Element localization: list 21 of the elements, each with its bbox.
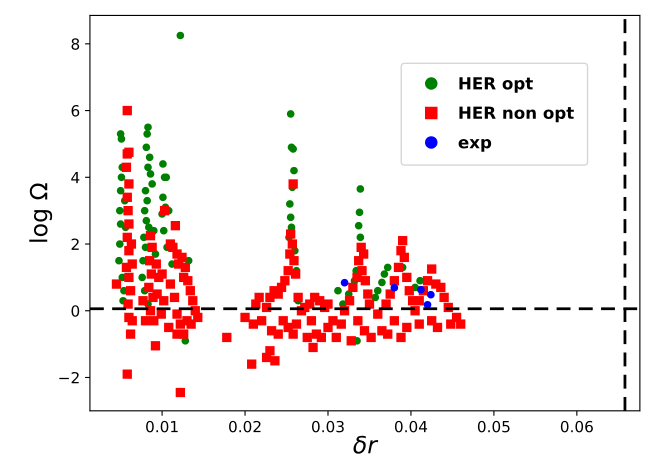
y-tick-label: 0: [72, 305, 80, 317]
legend-label: HER non opt: [459, 106, 574, 122]
legend-label: exp: [458, 138, 492, 152]
point: [417, 286, 425, 294]
point: [390, 284, 398, 292]
x-tick-label: 0.06: [560, 420, 593, 432]
y-axis-title: log Ω: [29, 183, 52, 242]
y-tick-label: −2: [59, 372, 79, 384]
y-tick-label: 6: [72, 105, 80, 117]
y-tick-label: 4: [71, 172, 80, 184]
x-tick-label: 0.05: [478, 420, 510, 432]
legend-label: HER opt: [459, 77, 533, 93]
y-tick-label: 8: [72, 38, 80, 50]
x-tick-label: 0.04: [394, 420, 428, 432]
point: [340, 278, 348, 287]
x-tick-label: 0.02: [229, 420, 261, 432]
x-tick-label: 0.03: [312, 420, 344, 432]
x-axis-title: δr: [354, 436, 378, 454]
point: [427, 290, 435, 299]
x-tick-label: 0.01: [146, 420, 178, 432]
y-tick-label: 2: [72, 238, 79, 250]
